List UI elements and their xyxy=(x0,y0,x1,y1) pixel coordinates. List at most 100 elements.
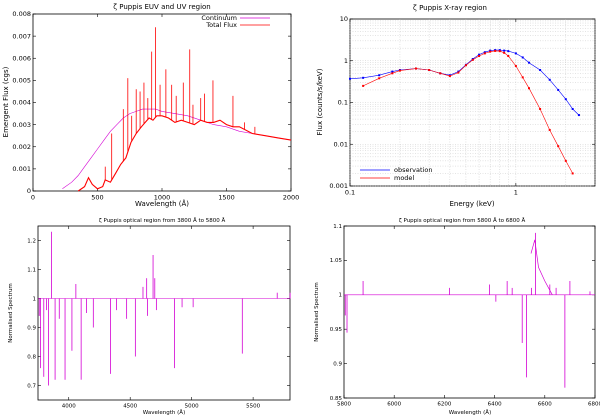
model-point xyxy=(448,75,451,78)
euv-frame xyxy=(32,13,292,192)
x-tick-label: 6400 xyxy=(488,402,502,408)
observation-point xyxy=(571,107,574,110)
observation-point xyxy=(577,114,580,117)
x-tick-label: 1500 xyxy=(218,194,235,202)
optical2-ylabel: Normalised Spectrum xyxy=(314,282,320,342)
x-tick-label: 5000 xyxy=(185,404,199,410)
y-tick-label: 1.1 xyxy=(27,267,36,273)
x-tick-label: 6600 xyxy=(538,402,552,408)
y-tick-label: 0.7 xyxy=(27,383,36,389)
observation-point xyxy=(514,52,517,55)
xray-xlabel: Energy (keV) xyxy=(449,200,494,208)
xray-plot-area xyxy=(349,49,580,175)
y-tick-label: 1.2 xyxy=(27,238,36,244)
y-tick-label: 0.95 xyxy=(330,327,343,333)
y-tick-label: 0.007 xyxy=(12,32,31,40)
observation-point xyxy=(349,77,351,80)
xray-title: ζ Puppis X-ray region xyxy=(413,4,487,12)
observation-point xyxy=(557,88,560,91)
y-tick-label: 0.9 xyxy=(333,361,342,367)
optical2-frame xyxy=(343,225,596,399)
x-tick-label: 0.1 xyxy=(345,189,355,197)
euv-ylabel: Emergent Flux (cgs) xyxy=(2,66,10,137)
y-tick-label: 0.003 xyxy=(12,121,31,129)
optical1-plot-area xyxy=(38,231,291,386)
model-point xyxy=(457,71,460,74)
y-tick-label: 1.1 xyxy=(333,224,342,230)
observation-point xyxy=(564,98,567,101)
series-model xyxy=(362,50,573,174)
y-tick-label: 0.004 xyxy=(12,99,31,107)
legend-continuum: Continuum xyxy=(201,14,237,22)
y-tick-label: 0.005 xyxy=(12,77,31,85)
observation-point xyxy=(391,70,394,73)
x-tick-label: 6800 xyxy=(588,402,600,408)
y-tick-label: 1 xyxy=(344,57,348,65)
xray-panel: ζ Puppis X-ray region 0.1 1 0.001 0.01 0.1 1 1… xyxy=(316,4,596,208)
euv-xlabel: Wavelength (Å) xyxy=(135,199,189,208)
model-point xyxy=(489,50,492,53)
model-point xyxy=(503,51,506,54)
optical2-plot-area xyxy=(344,232,595,388)
euv-panel: ζ Puppis EUV and UV region 0 500 1000 1500 2… xyxy=(2,3,299,208)
y-tick-label: 0.001 xyxy=(329,182,348,190)
x-tick-label: 0 xyxy=(31,194,35,202)
model-point xyxy=(521,76,524,79)
euv-legend: Continuum Total Flux xyxy=(201,14,270,29)
observation-point xyxy=(478,53,481,56)
x-tick-label: 4000 xyxy=(62,404,76,410)
x-tick-label: 4500 xyxy=(123,404,137,410)
y-tick-label: 0.1 xyxy=(338,99,348,107)
x-tick-label: 6200 xyxy=(437,402,451,408)
optical2-xlabel: Wavelength (Å) xyxy=(449,409,491,416)
y-tick-label: 0.001 xyxy=(12,165,31,173)
model-point xyxy=(471,58,474,61)
x-tick-label: 500 xyxy=(91,194,103,202)
observation-point xyxy=(362,76,365,79)
optical1-frame xyxy=(37,225,291,401)
optical1-panel: ζ Puppis optical region from 3800 Å to 5… xyxy=(8,217,291,416)
legend-total-flux: Total Flux xyxy=(205,21,237,29)
euv-title: ζ Puppis EUV and UV region xyxy=(113,3,211,11)
y-tick-label: 1 xyxy=(339,293,343,299)
xray-ticks: 0.1 1 0.001 0.01 0.1 1 10 xyxy=(329,15,595,197)
model-point xyxy=(391,72,394,75)
observation-point xyxy=(483,51,486,54)
model-point xyxy=(507,54,510,57)
model-point xyxy=(428,69,431,72)
model-point xyxy=(378,77,381,80)
y-tick-label: 1.05 xyxy=(330,258,343,264)
emission-hump xyxy=(530,239,553,295)
x-tick-label: 2000 xyxy=(283,194,300,202)
y-tick-label: 0.9 xyxy=(27,325,36,331)
x-tick-label: 1000 xyxy=(154,194,171,202)
model-point xyxy=(483,52,486,55)
observation-point xyxy=(521,56,524,59)
optical2-title: ζ Puppis optical region from 5800 Å to 6… xyxy=(399,217,526,224)
observation-point xyxy=(498,49,501,52)
observation-point xyxy=(507,50,510,53)
optical1-ticks: 4000 4500 5000 5500 0.7 0.8 0.9 1 1.1 1.2 xyxy=(27,226,290,410)
model-point xyxy=(398,69,401,72)
y-tick-label: 0.85 xyxy=(330,396,343,402)
model-point xyxy=(571,172,574,175)
xray-legend: observation model xyxy=(360,166,432,182)
x-tick-label: 5800 xyxy=(337,402,351,408)
euv-ticks: 0 500 1000 1500 2000 0 0.001 0.002 0.003 0.004 0.0… xyxy=(12,10,299,201)
model-point xyxy=(498,50,501,53)
legend-model: model xyxy=(394,174,414,182)
model-point xyxy=(557,145,560,148)
model-point xyxy=(514,64,517,67)
series-continuum xyxy=(62,108,292,190)
model-point xyxy=(564,159,567,162)
optical1-title: ζ Puppis optical region from 3800 Å to 5… xyxy=(99,217,226,224)
legend-observation: observation xyxy=(394,166,432,174)
observation-point xyxy=(548,78,551,81)
model-point xyxy=(548,128,551,131)
y-tick-label: 0 xyxy=(27,187,31,195)
x-tick-label: 1 xyxy=(514,189,518,197)
series-total-flux xyxy=(77,115,292,192)
series-observation xyxy=(349,49,580,116)
y-tick-label: 0.01 xyxy=(334,140,348,148)
